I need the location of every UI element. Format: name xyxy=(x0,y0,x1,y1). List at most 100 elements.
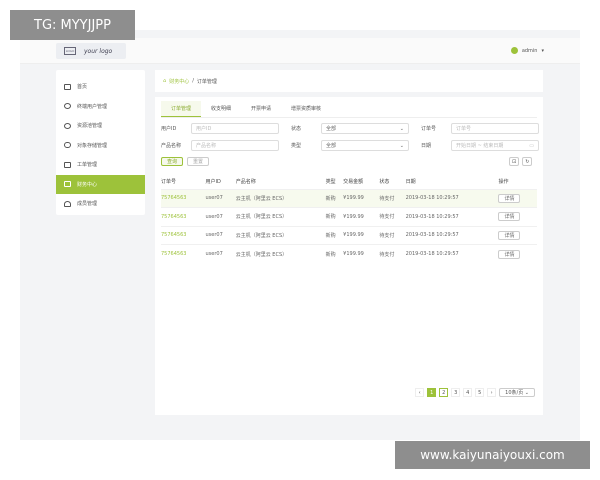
cell-order-id[interactable]: 75764563 xyxy=(161,244,206,263)
breadcrumb-separator: / xyxy=(192,78,194,84)
order-label: 订单号 xyxy=(421,126,437,132)
col-user-id: 用户ID xyxy=(205,179,221,186)
placeholder: 开始日期 ~ 结束日期 xyxy=(456,143,504,149)
sidebar-item-label: 工单管理 xyxy=(77,162,98,169)
sidebar-item-end-users[interactable]: 终端用户管理 xyxy=(56,97,145,117)
col-status: 状态 xyxy=(379,179,390,186)
tab-transactions[interactable]: 收支明细 xyxy=(211,106,232,112)
logo-icon: LOGO xyxy=(64,47,76,55)
product-input[interactable]: 产品名称 xyxy=(191,140,279,151)
status-value: 全部 xyxy=(326,126,337,132)
user-menu[interactable]: admin ▾ xyxy=(510,47,544,54)
sidebar: 首页 终端用户管理 资源池管理 对象存储管理 工单管理 财务中心 成员管理 xyxy=(56,70,145,215)
cell-date: 2019-03-18 10:29:57 xyxy=(405,225,499,245)
col-date: 日期 xyxy=(405,179,416,186)
sidebar-item-resource-pool[interactable]: 资源池管理 xyxy=(56,116,145,136)
cell-product: 云主机（阿里云 ECS） xyxy=(235,225,326,245)
cloud-icon xyxy=(64,142,71,149)
sidebar-item-members[interactable]: 成员管理 xyxy=(56,194,145,214)
cell-action: 详情 xyxy=(498,244,537,263)
details-button[interactable]: 详情 xyxy=(498,212,521,222)
cell-order-id[interactable]: 75764563 xyxy=(161,188,206,208)
status-select[interactable]: 全部 ⌄ xyxy=(321,123,409,134)
details-button[interactable]: 详情 xyxy=(498,249,521,259)
page-2[interactable]: 2 xyxy=(439,388,449,397)
cell-product: 云主机（阿里云 ECS） xyxy=(235,244,326,263)
cell-order-id[interactable]: 75764563 xyxy=(161,225,206,245)
top-header: LOGO your logo admin ▾ xyxy=(20,38,580,64)
tab-invoice[interactable]: 开票申请 xyxy=(251,106,272,112)
table-row: 75764563 user07 云主机（阿里云 ECS） 新购 ¥199.99 待支付 20… xyxy=(161,244,537,263)
watermark-top: TG: MYYJJPP xyxy=(10,10,135,40)
placeholder: 订单号 xyxy=(456,126,472,132)
type-value: 全部 xyxy=(326,143,337,149)
page-3[interactable]: 3 xyxy=(451,388,461,397)
main-panel: 订单管理 收支明细 开票申请 增票资质审核 用户ID 用户ID 状态 全部 ⌄ 订… xyxy=(155,97,543,415)
cell-type: 新购 xyxy=(325,207,344,226)
cycle-icon xyxy=(64,122,71,129)
col-amount: 交易金额 xyxy=(343,179,364,186)
sidebar-item-label: 财务中心 xyxy=(77,181,98,188)
product-label: 产品名称 xyxy=(161,143,182,149)
filter-row-1: 用户ID 用户ID 状态 全部 ⌄ 订单号 订单号 xyxy=(161,123,539,134)
cell-order-id[interactable]: 75764563 xyxy=(161,207,206,226)
page-size-select[interactable]: 10条/页 ⌄ xyxy=(499,388,535,397)
cell-action: 详情 xyxy=(498,225,537,245)
type-select[interactable]: 全部 ⌄ xyxy=(321,140,409,151)
table-row: 75764563 user07 云主机（阿里云 ECS） 新购 ¥199.99 待支付 20… xyxy=(161,188,537,208)
cell-user-id: user07 xyxy=(205,207,236,226)
details-button[interactable]: 详情 xyxy=(498,193,521,203)
logo[interactable]: LOGO your logo xyxy=(56,43,126,59)
chevron-down-icon: ⌄ xyxy=(399,125,404,132)
tab-qualification[interactable]: 增票资质审核 xyxy=(291,106,322,112)
details-button[interactable]: 详情 xyxy=(498,230,521,240)
table-row: 75764563 user07 云主机（阿里云 ECS） 新购 ¥199.99 待支付 20… xyxy=(161,207,537,226)
finance-icon xyxy=(64,181,71,188)
search-button[interactable]: 查询 xyxy=(161,157,184,166)
sidebar-item-object-storage[interactable]: 对象存储管理 xyxy=(56,136,145,156)
watermark-bottom: www.kaiyunaiyouxi.com xyxy=(395,441,590,469)
order-input[interactable]: 订单号 xyxy=(451,123,539,134)
page-4[interactable]: 4 xyxy=(463,388,473,397)
page-5[interactable]: 5 xyxy=(475,388,485,397)
sidebar-item-label: 首页 xyxy=(77,84,88,91)
cell-action: 详情 xyxy=(498,207,537,226)
col-type: 类型 xyxy=(325,179,336,186)
user-circle-icon xyxy=(64,103,71,110)
tab-bar: 订单管理 收支明细 开票申请 增票资质审核 xyxy=(161,101,537,118)
monitor-icon xyxy=(64,83,71,90)
col-action: 操作 xyxy=(498,179,509,186)
tab-orders[interactable]: 订单管理 xyxy=(161,101,202,117)
next-page-button[interactable]: › xyxy=(487,388,497,397)
cell-date: 2019-03-18 10:29:57 xyxy=(405,244,499,263)
person-icon xyxy=(64,200,71,207)
sidebar-item-label: 资源池管理 xyxy=(77,123,103,130)
cell-date: 2019-03-18 10:29:57 xyxy=(405,207,499,226)
sidebar-item-finance[interactable]: 财务中心 xyxy=(56,174,145,194)
placeholder: 产品名称 xyxy=(196,143,217,149)
chevron-down-icon: ⌄ xyxy=(399,142,404,149)
refresh-icon[interactable]: ↻ xyxy=(522,157,533,166)
cell-type: 新购 xyxy=(325,244,344,263)
date-range-input[interactable]: 开始日期 ~ 结束日期 ▭ xyxy=(451,140,539,151)
cell-amount: ¥199.99 xyxy=(343,244,380,263)
prev-page-button[interactable]: ‹ xyxy=(415,388,425,397)
cell-amount: ¥199.99 xyxy=(343,188,380,208)
sidebar-item-tickets[interactable]: 工单管理 xyxy=(56,155,145,175)
pagination: ‹ 1 2 3 4 5 › 10条/页 ⌄ xyxy=(415,388,535,397)
breadcrumb-parent[interactable]: 财务中心 xyxy=(169,78,190,85)
user-id-input[interactable]: 用户ID xyxy=(191,123,279,134)
reset-button[interactable]: 重置 xyxy=(187,157,210,166)
col-product: 产品名称 xyxy=(235,179,256,186)
cell-amount: ¥199.99 xyxy=(343,207,380,226)
date-label: 日期 xyxy=(421,143,432,149)
home-icon: ⌂ xyxy=(163,78,167,84)
export-icon[interactable]: ⊡ xyxy=(509,157,520,166)
table-tools: ⊡ ↻ xyxy=(509,157,533,166)
cell-date: 2019-03-18 10:29:57 xyxy=(405,188,499,208)
cell-status: 待支付 xyxy=(379,188,406,208)
type-label: 类型 xyxy=(291,143,302,149)
sidebar-item-home[interactable]: 首页 xyxy=(56,77,145,97)
calendar-icon: ▭ xyxy=(529,142,534,149)
page-1[interactable]: 1 xyxy=(427,388,437,397)
